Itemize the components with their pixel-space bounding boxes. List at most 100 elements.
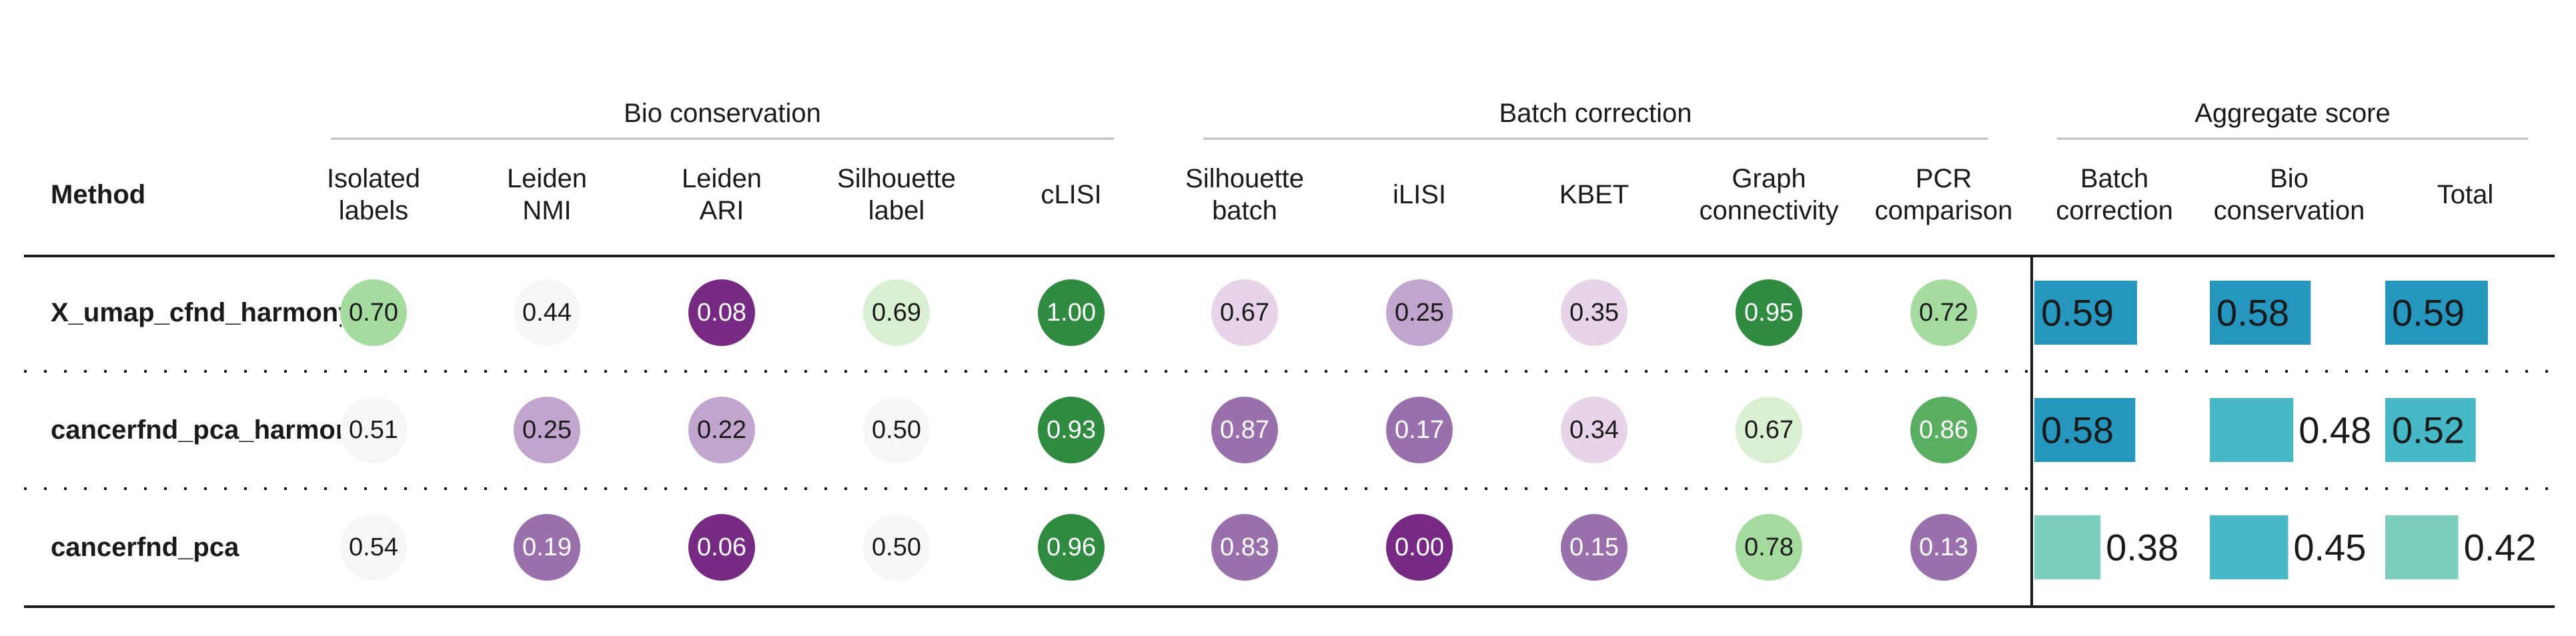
score-label: 0.93 <box>1047 416 1096 444</box>
score-label: 0.70 <box>349 299 398 327</box>
score-label: 0.17 <box>1395 416 1444 444</box>
score-circle <box>1561 397 1628 463</box>
column-header: Bio <box>2270 164 2309 193</box>
column-header: correction <box>2056 196 2173 225</box>
column-header: Batch <box>2080 164 2148 193</box>
score-circle <box>1736 514 1802 581</box>
aggregate-label: 0.58 <box>2216 292 2289 334</box>
score-circle <box>1038 279 1105 346</box>
column-header: batch <box>1212 196 1277 225</box>
score-label: 0.72 <box>1919 299 1968 327</box>
score-circle <box>688 514 755 581</box>
score-label: 0.19 <box>522 533 572 561</box>
aggregate-label: 0.59 <box>2041 292 2114 334</box>
score-label: 0.50 <box>872 416 921 444</box>
score-label: 0.78 <box>1744 533 1794 561</box>
score-circle <box>340 397 407 463</box>
score-circle <box>688 397 755 463</box>
score-label: 0.69 <box>872 299 921 327</box>
score-label: 0.25 <box>522 416 572 444</box>
score-circle <box>1038 514 1105 581</box>
score-circle <box>1386 279 1453 346</box>
aggregate-bar <box>2210 515 2289 579</box>
score-label: 0.00 <box>1395 533 1444 561</box>
column-header: Leiden <box>682 164 762 193</box>
score-circle <box>514 397 580 463</box>
column-header: label <box>868 196 925 225</box>
score-circle <box>340 279 407 346</box>
score-label: 0.25 <box>1395 299 1444 327</box>
score-label: 0.95 <box>1744 299 1794 327</box>
score-circle <box>1910 514 1977 581</box>
column-header: Total <box>2437 180 2494 209</box>
score-label: 0.34 <box>1569 416 1619 444</box>
aggregate-bar <box>2034 515 2101 579</box>
score-circle <box>1211 279 1278 346</box>
method-label: cancerfnd_pca_harmony <box>51 415 367 445</box>
score-circle <box>863 279 930 346</box>
score-label: 0.06 <box>697 533 746 561</box>
aggregate-bar <box>2385 398 2476 462</box>
group-title: Aggregate score <box>2194 99 2391 128</box>
aggregate-label: 0.48 <box>2299 409 2371 451</box>
score-circle <box>514 514 580 581</box>
score-circle <box>340 514 407 581</box>
score-circle <box>1910 397 1977 463</box>
score-label: 0.51 <box>349 416 398 444</box>
aggregate-bar <box>2034 281 2137 345</box>
aggregate-label: 0.42 <box>2464 527 2537 569</box>
column-header: Silhouette <box>1185 164 1304 193</box>
score-label: 0.08 <box>697 299 746 327</box>
aggregate-bar <box>2385 515 2459 579</box>
column-header: Isolated <box>327 164 420 193</box>
score-circle <box>688 279 755 346</box>
score-circle <box>863 397 930 463</box>
score-circle <box>1211 397 1278 463</box>
column-header: NMI <box>522 196 571 225</box>
column-header: labels <box>339 196 409 225</box>
score-label: 0.54 <box>349 533 398 561</box>
column-header: KBET <box>1559 180 1629 209</box>
score-label: 0.96 <box>1047 533 1096 561</box>
score-label: 0.67 <box>1744 416 1794 444</box>
score-circle <box>1561 514 1628 581</box>
aggregate-bar <box>2210 281 2311 345</box>
column-header: PCR <box>1916 164 1972 193</box>
column-header: Silhouette <box>837 164 956 193</box>
method-label: X_umap_cfnd_harmony <box>51 298 354 327</box>
group-title: Batch correction <box>1499 99 1692 128</box>
score-circle <box>1386 514 1453 581</box>
aggregate-bar <box>2210 398 2294 462</box>
aggregate-label: 0.52 <box>2392 409 2465 451</box>
method-header: Method <box>51 180 145 209</box>
score-circle <box>1038 397 1105 463</box>
column-header: ARI <box>700 196 744 225</box>
score-label: 0.67 <box>1220 299 1269 327</box>
column-header: connectivity <box>1700 196 1839 225</box>
score-label: 0.50 <box>872 533 921 561</box>
score-label: 0.35 <box>1569 299 1619 327</box>
score-label: 0.22 <box>697 416 746 444</box>
column-header: iLISI <box>1393 180 1446 209</box>
score-circle <box>1386 397 1453 463</box>
score-label: 0.86 <box>1919 416 1968 444</box>
score-circle <box>1736 279 1802 346</box>
column-header: comparison <box>1875 196 2013 225</box>
score-circle <box>1736 397 1802 463</box>
aggregate-label: 0.45 <box>2293 527 2366 569</box>
score-circle <box>863 514 930 581</box>
aggregate-bar <box>2385 281 2488 345</box>
score-label: 0.13 <box>1919 533 1968 561</box>
column-header: Graph <box>1732 164 1806 193</box>
score-circle <box>1561 279 1628 346</box>
score-circle <box>514 279 580 346</box>
method-label: cancerfnd_pca <box>51 533 239 562</box>
score-circle <box>1211 514 1278 581</box>
score-label: 0.44 <box>522 299 572 327</box>
aggregate-label: 0.38 <box>2106 527 2178 569</box>
score-label: 1.00 <box>1047 299 1096 327</box>
aggregate-label: 0.59 <box>2392 292 2465 334</box>
aggregate-bar <box>2034 398 2136 462</box>
